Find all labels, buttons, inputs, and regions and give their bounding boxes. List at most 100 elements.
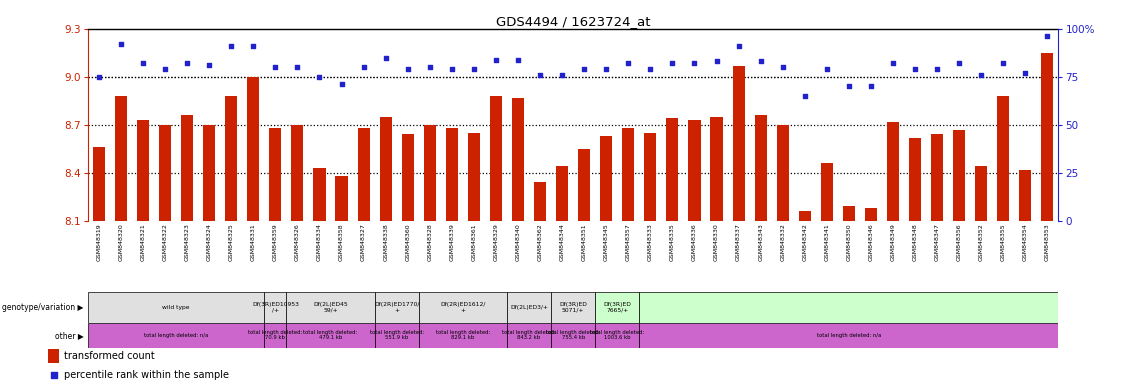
Text: total length deleted: n/a: total length deleted: n/a: [144, 333, 208, 338]
Bar: [490, 96, 502, 221]
Point: [288, 64, 306, 70]
Bar: [596, 323, 640, 348]
Text: GSM848319: GSM848319: [97, 223, 101, 261]
Bar: [623, 128, 634, 221]
Point: [686, 60, 704, 66]
Text: percentile rank within the sample: percentile rank within the sample: [64, 370, 230, 380]
Point: [157, 66, 175, 72]
Bar: [375, 323, 419, 348]
Bar: [688, 120, 700, 221]
Bar: [379, 117, 392, 221]
Bar: [419, 292, 507, 323]
Bar: [640, 292, 1058, 323]
Bar: [909, 137, 921, 221]
Bar: [467, 133, 480, 221]
Point: [111, 41, 129, 47]
Text: GSM848337: GSM848337: [736, 223, 741, 261]
Bar: [248, 77, 259, 221]
Point: [774, 64, 792, 70]
Text: wild type: wild type: [162, 305, 190, 310]
Text: GSM848333: GSM848333: [647, 223, 653, 261]
Bar: [931, 134, 944, 221]
Point: [486, 56, 504, 63]
Point: [267, 64, 285, 70]
Bar: [640, 323, 1058, 348]
Point: [311, 74, 329, 80]
Bar: [975, 166, 988, 221]
Point: [332, 81, 350, 88]
Point: [950, 60, 968, 66]
Bar: [842, 207, 855, 221]
Text: GSM848358: GSM848358: [339, 223, 345, 261]
Bar: [292, 125, 304, 221]
Bar: [88, 292, 265, 323]
Point: [376, 55, 394, 61]
Text: GSM848340: GSM848340: [516, 223, 520, 261]
Bar: [92, 147, 105, 221]
Bar: [203, 125, 215, 221]
Point: [642, 66, 660, 72]
Point: [45, 372, 63, 378]
Text: GSM848331: GSM848331: [251, 223, 256, 261]
Text: GSM848353: GSM848353: [1045, 223, 1049, 261]
Point: [707, 58, 725, 65]
Text: GSM848324: GSM848324: [207, 223, 212, 261]
Bar: [269, 128, 282, 221]
Text: GSM848329: GSM848329: [493, 223, 499, 261]
Point: [200, 62, 218, 68]
Point: [619, 60, 637, 66]
Point: [399, 66, 417, 72]
Text: Df(3R)ED
5071/+: Df(3R)ED 5071/+: [560, 302, 587, 313]
Text: GSM848336: GSM848336: [692, 223, 697, 261]
Text: GSM848343: GSM848343: [758, 223, 763, 261]
Point: [840, 83, 858, 89]
Bar: [556, 166, 569, 221]
Bar: [419, 323, 507, 348]
Point: [509, 56, 527, 63]
Bar: [1042, 53, 1054, 221]
Text: Df(3R)ED10953
/+: Df(3R)ED10953 /+: [252, 302, 298, 313]
Text: GSM848351: GSM848351: [582, 223, 587, 261]
Text: GSM848334: GSM848334: [316, 223, 322, 261]
Point: [663, 60, 681, 66]
Bar: [48, 349, 60, 363]
Point: [730, 43, 748, 49]
Point: [443, 66, 461, 72]
Bar: [821, 163, 833, 221]
Point: [421, 64, 439, 70]
Text: total length deleted:
551.9 kb: total length deleted: 551.9 kb: [369, 329, 423, 341]
Text: GSM848345: GSM848345: [604, 223, 609, 261]
Bar: [265, 323, 286, 348]
Text: total length deleted:
1003.6 kb: total length deleted: 1003.6 kb: [590, 329, 644, 341]
Text: GSM848341: GSM848341: [824, 223, 830, 261]
Point: [244, 43, 262, 49]
Bar: [357, 128, 369, 221]
Bar: [777, 125, 789, 221]
Text: GSM848328: GSM848328: [427, 223, 432, 261]
Text: GSM848322: GSM848322: [162, 223, 168, 261]
Point: [972, 72, 990, 78]
Text: GSM848354: GSM848354: [1022, 223, 1028, 261]
Text: genotype/variation ▶: genotype/variation ▶: [2, 303, 83, 312]
Text: GSM848361: GSM848361: [472, 223, 476, 261]
Bar: [507, 323, 551, 348]
Bar: [754, 115, 767, 221]
Bar: [578, 149, 590, 221]
Title: GDS4494 / 1623724_at: GDS4494 / 1623724_at: [495, 15, 651, 28]
Bar: [711, 117, 723, 221]
Text: total length deleted: n/a: total length deleted: n/a: [816, 333, 881, 338]
Text: GSM848362: GSM848362: [537, 223, 543, 261]
Bar: [596, 292, 640, 323]
Text: GSM848360: GSM848360: [405, 223, 410, 261]
Bar: [286, 292, 375, 323]
Text: GSM848346: GSM848346: [868, 223, 874, 261]
Bar: [313, 168, 325, 221]
Bar: [225, 96, 238, 221]
Bar: [402, 134, 413, 221]
Text: total length deleted:
843.2 kb: total length deleted: 843.2 kb: [502, 329, 556, 341]
Bar: [644, 133, 656, 221]
Bar: [115, 96, 127, 221]
Bar: [551, 323, 596, 348]
Text: GSM848344: GSM848344: [560, 223, 564, 261]
Text: GSM848342: GSM848342: [802, 223, 807, 261]
